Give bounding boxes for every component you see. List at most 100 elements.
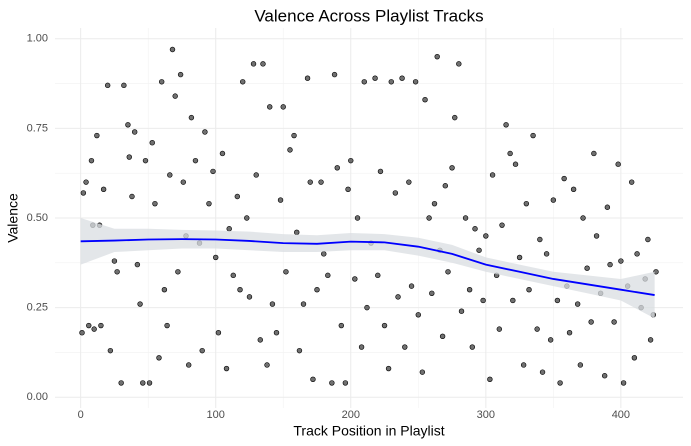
data-point	[91, 326, 97, 332]
data-point	[267, 104, 273, 110]
data-point	[300, 301, 307, 307]
x-tick-label: 200	[342, 409, 360, 421]
data-point	[426, 215, 432, 221]
data-point	[615, 161, 621, 167]
data-point	[580, 215, 586, 221]
data-point	[186, 362, 192, 368]
confidence-band	[80, 218, 655, 319]
data-point	[107, 347, 114, 354]
x-tick-label: 400	[612, 409, 630, 421]
data-point	[188, 114, 195, 121]
data-point	[140, 380, 146, 386]
data-point	[392, 190, 399, 196]
data-point	[574, 301, 581, 307]
data-point	[331, 71, 338, 78]
data-point	[260, 61, 266, 67]
data-point	[158, 79, 165, 85]
data-point	[88, 157, 95, 164]
data-point	[307, 179, 313, 185]
data-point	[94, 132, 100, 139]
data-point	[291, 132, 297, 139]
data-point	[169, 46, 176, 53]
data-point	[86, 322, 92, 329]
data-point	[98, 322, 104, 329]
data-point	[213, 254, 219, 261]
data-point	[653, 269, 659, 275]
data-point	[647, 337, 654, 343]
data-point	[215, 330, 222, 336]
data-point	[314, 286, 320, 293]
data-point	[294, 229, 300, 236]
data-point	[381, 322, 388, 329]
data-point	[321, 251, 327, 257]
data-point	[385, 365, 392, 372]
data-point	[325, 272, 331, 279]
data-point	[634, 251, 640, 257]
data-point	[152, 200, 158, 207]
y-tick-label: 1.00	[27, 33, 48, 45]
data-point	[523, 200, 530, 207]
data-point	[408, 283, 415, 289]
data-point	[358, 344, 365, 350]
data-point	[539, 369, 546, 375]
data-point	[480, 297, 486, 304]
data-point	[434, 53, 440, 60]
data-point	[584, 265, 590, 271]
data-point	[167, 172, 173, 178]
data-point	[269, 301, 276, 307]
data-point	[156, 355, 162, 361]
data-point	[388, 79, 394, 85]
data-point	[348, 157, 354, 164]
data-point	[512, 161, 519, 167]
data-point	[375, 272, 381, 279]
data-point	[118, 380, 124, 386]
data-point	[620, 380, 627, 386]
data-point	[149, 140, 155, 146]
data-point	[449, 165, 455, 171]
data-point	[345, 186, 351, 193]
data-point	[114, 269, 120, 275]
data-point	[338, 322, 345, 329]
data-point	[377, 168, 384, 175]
data-point	[80, 190, 87, 196]
data-point	[439, 333, 446, 340]
data-point	[588, 319, 594, 325]
data-point	[534, 326, 540, 332]
x-tick-label: 100	[207, 409, 225, 421]
data-point	[329, 380, 335, 386]
data-point	[244, 215, 250, 221]
data-point	[645, 236, 651, 243]
data-point	[104, 82, 111, 89]
data-point	[287, 147, 293, 153]
y-tick-label: 0.25	[27, 302, 48, 314]
data-point	[499, 222, 505, 228]
data-point	[219, 150, 226, 157]
data-point	[507, 150, 513, 157]
data-point	[280, 104, 286, 110]
data-point	[456, 61, 462, 67]
data-point	[618, 258, 624, 264]
data-point	[129, 193, 135, 200]
data-point	[172, 93, 178, 99]
data-point	[264, 362, 270, 368]
data-point	[134, 261, 141, 268]
data-point	[472, 226, 478, 232]
data-point	[164, 322, 170, 329]
data-point	[125, 122, 131, 128]
data-point	[310, 376, 316, 383]
data-point	[566, 330, 573, 336]
data-point	[395, 294, 401, 300]
data-point	[604, 204, 611, 210]
data-point	[142, 157, 149, 164]
data-point	[593, 233, 600, 239]
data-point	[611, 319, 617, 325]
data-point	[250, 61, 257, 67]
data-point	[121, 82, 127, 89]
smooth-line	[80, 238, 655, 296]
data-point	[296, 347, 303, 354]
data-point	[483, 233, 489, 239]
data-point	[516, 254, 523, 261]
data-point	[466, 286, 473, 293]
